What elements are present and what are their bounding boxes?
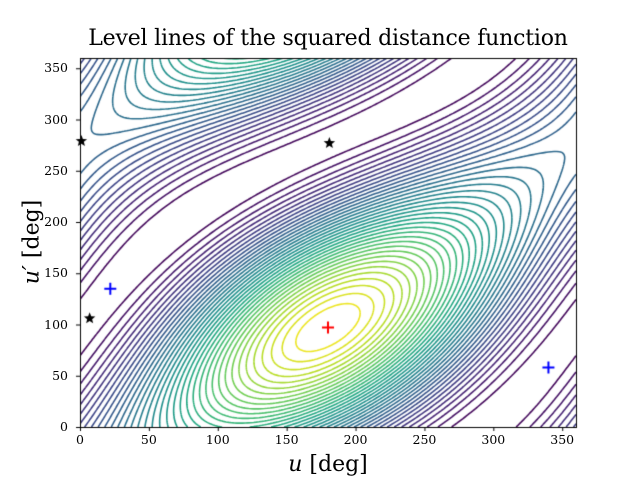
- y-tick-label: 150: [44, 265, 68, 281]
- x-tick-label: 300: [481, 432, 506, 447]
- y-axis-variable: u′: [19, 265, 45, 285]
- x-tick-label: 250: [412, 432, 437, 447]
- x-tick-label: 350: [550, 432, 575, 447]
- y-axis-unit: [deg]: [19, 199, 45, 266]
- x-tick-label: 200: [343, 432, 368, 447]
- y-tick-label: 0: [60, 419, 68, 434]
- x-tick-label: 50: [140, 432, 157, 447]
- y-tick-label: 350: [44, 60, 68, 76]
- y-tick-label: 200: [44, 214, 68, 229]
- x-axis-unit: [deg]: [302, 452, 368, 477]
- y-tick-label: 100: [44, 316, 68, 332]
- y-tick-label: 300: [44, 111, 68, 127]
- x-axis-label: u [deg]: [80, 452, 576, 477]
- x-tick-label: 100: [205, 432, 230, 447]
- y-tick-label: 250: [44, 162, 68, 178]
- x-tick-label: 0: [76, 432, 84, 447]
- x-tick-label: 150: [274, 432, 299, 447]
- y-tick-label: 50: [52, 367, 68, 383]
- y-axis-label: u′ [deg]: [20, 200, 45, 285]
- x-axis-variable: u: [288, 452, 303, 477]
